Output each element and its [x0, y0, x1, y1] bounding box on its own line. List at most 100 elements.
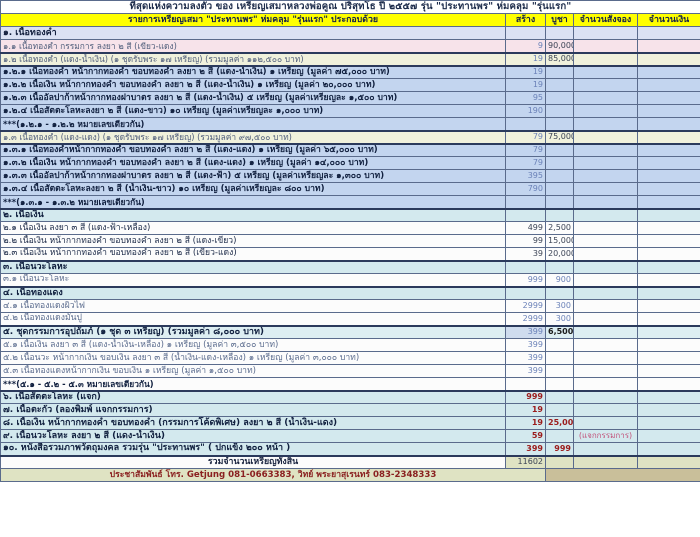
table-row: ๗. เนื้อตะกั่ว (ลองพิมพ์ แจกกรรมการ) 19 [0, 403, 700, 417]
row-amount[interactable] [637, 259, 700, 274]
column-header-made: สร้าง [505, 13, 546, 27]
table-title-row: ที่สุดแห่งความลงตัว ของ เหรียญเสมาหลวงพ่… [0, 0, 700, 14]
row-amount[interactable] [637, 182, 700, 196]
row-made: 399 [505, 364, 546, 378]
row-order[interactable] [573, 403, 638, 417]
row-amount[interactable] [637, 442, 700, 456]
row-price: 75,000 [545, 129, 574, 144]
price-table: ที่สุดแห่งความลงตัว ของ เหรียญเสมาหลวงพ่… [0, 0, 700, 482]
row-amount[interactable] [637, 78, 700, 92]
row-price [545, 207, 574, 222]
row-order[interactable] [573, 234, 638, 248]
row-order[interactable] [573, 416, 638, 430]
row-order[interactable] [573, 247, 638, 261]
row-desc: ***(๑.๓.๑ - ๑.๓.๒ หมายเลขเดียวกัน) [0, 195, 506, 209]
row-order[interactable] [573, 285, 638, 300]
row-amount[interactable] [637, 129, 700, 144]
row-amount[interactable] [637, 312, 700, 326]
table-row: ๖. เนื้อสัตตะโลหะ (แจก) 999 [0, 389, 700, 404]
row-amount[interactable] [637, 169, 700, 183]
row-order[interactable] [573, 129, 638, 144]
row-order[interactable] [573, 78, 638, 92]
row-amount[interactable] [637, 377, 700, 391]
row-made: 999 [505, 389, 546, 404]
row-price: 90,000 [545, 39, 574, 53]
row-amount[interactable] [637, 64, 700, 79]
row-amount[interactable] [637, 273, 700, 287]
total-amount-cell [637, 454, 700, 469]
row-amount[interactable] [637, 429, 700, 443]
row-amount[interactable] [637, 142, 700, 157]
row-order[interactable] [573, 351, 638, 365]
row-amount[interactable] [637, 195, 700, 209]
row-order[interactable] [573, 442, 638, 456]
row-order[interactable] [573, 39, 638, 53]
row-amount[interactable] [637, 364, 700, 378]
row-desc: ๑. เนื้อทองคำ [0, 26, 506, 40]
row-price [545, 64, 574, 79]
row-order[interactable] [573, 117, 638, 131]
row-amount[interactable] [637, 221, 700, 235]
row-amount[interactable] [637, 403, 700, 417]
row-amount[interactable] [637, 285, 700, 300]
row-amount[interactable] [637, 324, 700, 339]
row-made: 19 [505, 51, 546, 66]
row-order[interactable] [573, 182, 638, 196]
row-price [545, 156, 574, 170]
row-amount[interactable] [637, 117, 700, 131]
row-order[interactable] [573, 259, 638, 274]
row-order[interactable] [573, 338, 638, 352]
row-amount[interactable] [637, 234, 700, 248]
row-made: 2999 [505, 312, 546, 326]
row-desc: ๓.๑ เนื้อนวะโลหะ [0, 273, 506, 287]
row-amount[interactable] [637, 26, 700, 40]
row-order[interactable] [573, 64, 638, 79]
row-amount[interactable] [637, 104, 700, 118]
row-order[interactable] [573, 312, 638, 326]
row-desc: ๑.๓.๒ เนื้อเงิน หน้ากากทองคำ ขอบทองคำ ลง… [0, 156, 506, 170]
total-label: รวมจำนวนเหรียญทั้งสิ้น [0, 454, 506, 469]
row-order[interactable] [573, 221, 638, 235]
row-desc: ๔.๑ เนื้อทองแดงผิวไฟ [0, 299, 506, 313]
row-order[interactable] [573, 207, 638, 222]
row-price: 85,000 [545, 51, 574, 66]
row-order[interactable] [573, 104, 638, 118]
row-amount[interactable] [637, 299, 700, 313]
row-amount[interactable] [637, 351, 700, 365]
row-amount[interactable] [637, 39, 700, 53]
row-order[interactable] [573, 273, 638, 287]
row-order[interactable] [573, 156, 638, 170]
row-amount[interactable] [637, 91, 700, 105]
row-made: 399 [505, 351, 546, 365]
row-order[interactable] [573, 169, 638, 183]
row-price [545, 377, 574, 391]
row-amount[interactable] [637, 51, 700, 66]
row-order[interactable] [573, 91, 638, 105]
row-order[interactable] [573, 26, 638, 40]
column-header-order-count: จำนวนสั่งจอง [573, 13, 638, 27]
row-amount[interactable] [637, 338, 700, 352]
row-desc: ๑.๓ เนื้อทองคำ (แดง-แดง) (๑ ชุดรับพระ ๑๗… [0, 129, 506, 144]
row-order[interactable] [573, 299, 638, 313]
row-price [545, 142, 574, 157]
table-row: ***(๑.๓.๑ - ๑.๓.๒ หมายเลขเดียวกัน) [0, 195, 700, 209]
column-header-description: รายการเหรียญเสมา "ประทานพร" ห่มคลุม "รุ่… [0, 13, 506, 27]
row-amount[interactable] [637, 389, 700, 404]
row-order[interactable] [573, 389, 638, 404]
row-order[interactable] [573, 324, 638, 339]
row-order[interactable] [573, 364, 638, 378]
row-amount[interactable] [637, 416, 700, 430]
row-price: 999 [545, 442, 574, 456]
row-order[interactable] [573, 195, 638, 209]
row-amount[interactable] [637, 247, 700, 261]
row-price [545, 195, 574, 209]
row-order[interactable] [573, 377, 638, 391]
row-order[interactable] [573, 51, 638, 66]
row-amount[interactable] [637, 207, 700, 222]
row-price [545, 285, 574, 300]
table-row: ๑.๒.๒ เนื้อเงิน หน้ากากทองคำ ขอบทองคำ ลง… [0, 78, 700, 92]
row-amount[interactable] [637, 156, 700, 170]
row-desc: ๘. เนื้อเงิน หน้ากากทองคำ ขอบทองคำ (กรรม… [0, 416, 506, 430]
row-order[interactable] [573, 142, 638, 157]
